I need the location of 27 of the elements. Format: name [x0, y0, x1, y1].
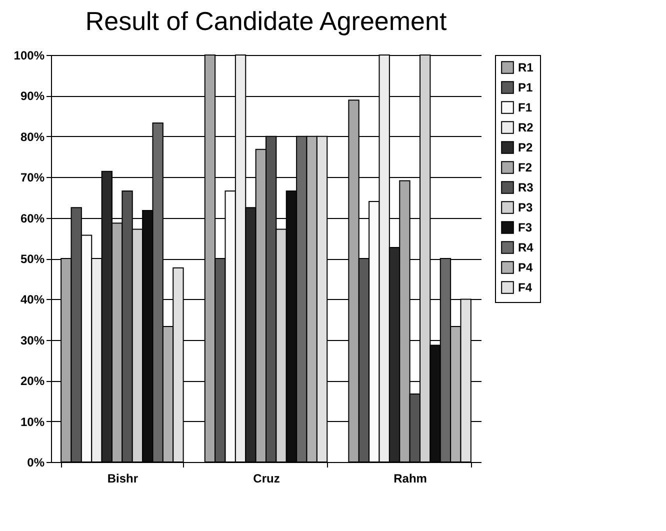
- chart-title: Result of Candidate Agreement: [85, 6, 448, 36]
- legend-label: R1: [518, 60, 534, 74]
- legend-label: F3: [518, 220, 532, 234]
- y-tick-label: 90%: [20, 89, 45, 104]
- y-tick-label: 40%: [20, 292, 45, 307]
- y-tick-label: 0%: [27, 456, 45, 470]
- legend-label: R3: [518, 180, 534, 194]
- y-tick-label: 70%: [20, 170, 45, 185]
- legend-label: F1: [518, 100, 532, 114]
- y-tick-label: 100%: [14, 48, 45, 62]
- x-tick-label: Cruz: [253, 472, 280, 486]
- legend-label: R4: [518, 240, 534, 254]
- x-tick-label: Bishr: [107, 472, 138, 486]
- legend-label: P3: [518, 200, 534, 214]
- legend-label: R2: [518, 120, 534, 134]
- y-tick-label: 20%: [20, 374, 45, 388]
- y-tick-label: 60%: [20, 211, 45, 226]
- legend-label: P2: [518, 140, 534, 154]
- legend-label: F2: [518, 160, 532, 174]
- legend-label: F4: [518, 280, 532, 294]
- legend-label: P1: [518, 80, 534, 94]
- y-tick-label: 30%: [20, 333, 45, 348]
- x-tick-label: Rahm: [394, 472, 427, 486]
- y-tick-label: 10%: [20, 414, 45, 429]
- y-tick-label: 50%: [20, 252, 45, 266]
- y-tick-label: 80%: [20, 130, 45, 144]
- legend-label: P4: [518, 260, 534, 274]
